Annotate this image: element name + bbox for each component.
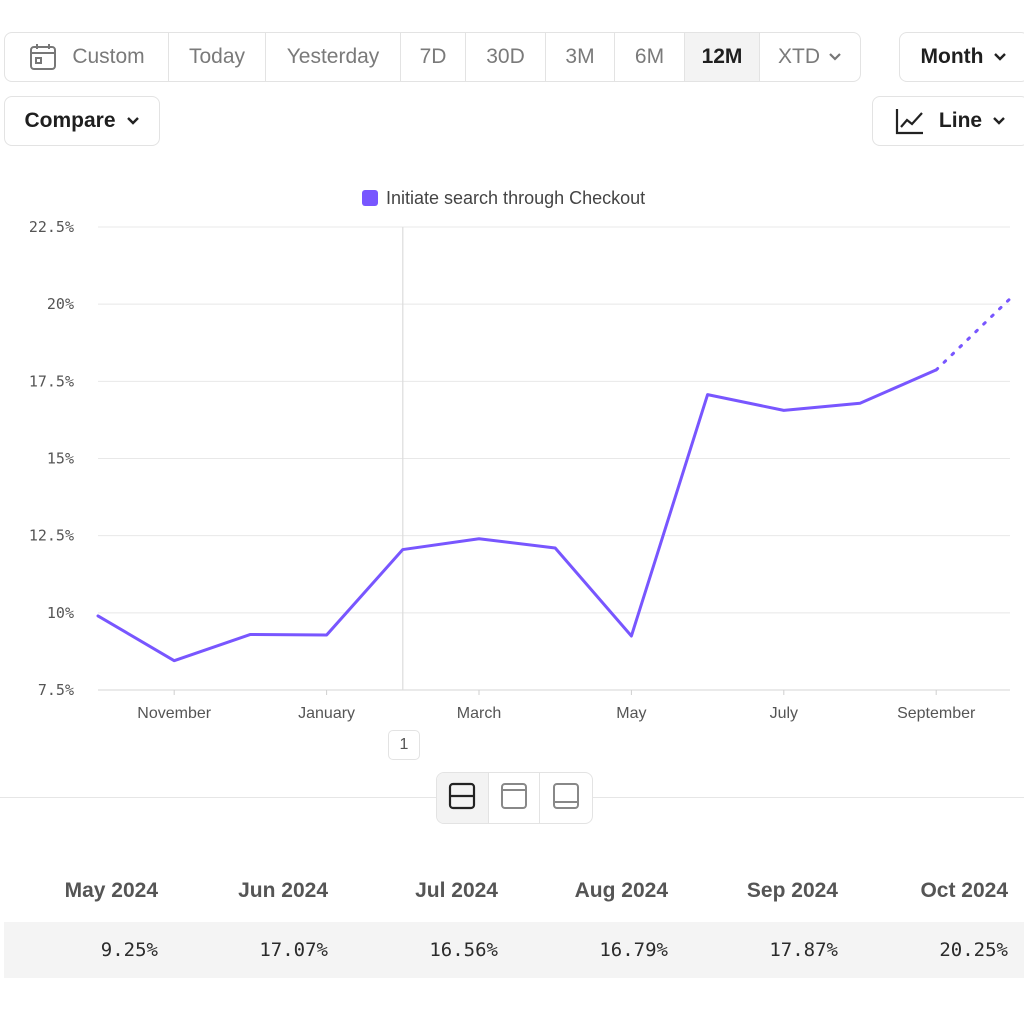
- chevron-down-icon: [828, 52, 842, 62]
- calendar-icon: [28, 42, 58, 72]
- table-row: 9.25% 17.07% 16.56% 16.79% 17.87% 20.25%: [4, 922, 1024, 978]
- x-tick-label: March: [457, 705, 501, 722]
- y-tick-label: 10%: [47, 604, 74, 622]
- data-point: [552, 545, 558, 551]
- x-tick-label: May: [616, 705, 646, 722]
- series-line: [96, 368, 938, 663]
- layout-top-icon: [500, 782, 528, 815]
- table-cell: 9.25%: [100, 939, 158, 961]
- chevron-down-icon: [126, 116, 140, 126]
- layout-table-only-button[interactable]: [540, 773, 592, 823]
- data-point: [95, 613, 101, 619]
- compare-dropdown[interactable]: Compare: [4, 96, 160, 146]
- range-7d-button[interactable]: 7D: [401, 33, 466, 81]
- annotation-marker[interactable]: 1: [388, 730, 420, 760]
- column-header[interactable]: May 2024: [64, 879, 158, 902]
- chart-type-dropdown[interactable]: Line: [872, 96, 1024, 146]
- data-point: [400, 547, 406, 553]
- range-6m-button[interactable]: 6M: [615, 33, 685, 81]
- data-point: [705, 392, 711, 398]
- layout-split-button[interactable]: [437, 773, 489, 823]
- y-tick-label: 12.5%: [29, 527, 74, 545]
- range-yesterday-button[interactable]: Yesterday: [266, 33, 401, 81]
- table-header: May 2024 Jun 2024 Jul 2024 Aug 2024 Sep …: [4, 860, 1024, 922]
- legend-label: Initiate search through Checkout: [386, 188, 645, 208]
- custom-range-label: Custom: [72, 45, 145, 68]
- table-cell: 20.25%: [939, 939, 1008, 961]
- data-point: [857, 400, 863, 406]
- data-point: [628, 633, 634, 639]
- chevron-down-icon: [993, 52, 1007, 62]
- range-30d-button[interactable]: 30D: [466, 33, 546, 81]
- range-12m-button[interactable]: 12M: [685, 33, 760, 81]
- data-point: [933, 367, 939, 373]
- y-tick-label: 17.5%: [29, 372, 74, 390]
- data-point: [247, 631, 253, 637]
- x-tick-label: July: [770, 705, 798, 722]
- range-3m-button[interactable]: 3M: [546, 33, 615, 81]
- chart-type-label: Line: [938, 109, 983, 132]
- y-tick-label: 22.5%: [29, 218, 74, 236]
- data-point: [476, 536, 482, 542]
- chevron-down-icon: [992, 116, 1006, 126]
- data-point: [1009, 293, 1015, 299]
- range-today-button[interactable]: Today: [169, 33, 266, 81]
- layout-bottom-icon: [552, 782, 580, 815]
- layout-chart-only-button[interactable]: [489, 773, 541, 823]
- column-header[interactable]: Jun 2024: [238, 879, 328, 902]
- x-tick-label: September: [897, 705, 976, 722]
- data-point: [324, 632, 330, 638]
- legend[interactable]: Initiate search through Checkout: [362, 188, 645, 208]
- data-point: [171, 658, 177, 664]
- layout-toggle: [436, 772, 593, 824]
- compare-label: Compare: [24, 109, 116, 132]
- x-tick-label: January: [298, 705, 355, 722]
- column-header[interactable]: Sep 2024: [746, 879, 838, 902]
- y-tick-label: 15%: [47, 450, 74, 468]
- interval-dropdown[interactable]: Month: [899, 32, 1024, 82]
- column-header[interactable]: Oct 2024: [920, 879, 1008, 902]
- xtd-label: XTD: [778, 45, 820, 68]
- y-tick-label: 20%: [47, 295, 74, 313]
- legend-swatch: [362, 190, 378, 206]
- xtd-dropdown[interactable]: XTD: [760, 33, 860, 81]
- table-cell: 17.07%: [259, 939, 328, 961]
- table-cell: 17.87%: [769, 939, 838, 961]
- column-header[interactable]: Jul 2024: [415, 879, 498, 902]
- layout-split-icon: [448, 782, 476, 815]
- custom-range-button[interactable]: Custom: [5, 33, 169, 81]
- series-line-partial: [934, 294, 1014, 372]
- column-header[interactable]: Aug 2024: [574, 879, 668, 902]
- line-chart: 7.5% 10% 12.5% 15% 17.5% 20% 22.5% November Janu…: [29, 188, 1015, 722]
- y-tick-label: 7.5%: [38, 681, 74, 699]
- line-chart-icon: [895, 107, 925, 135]
- data-table: May 2024 Jun 2024 Jul 2024 Aug 2024 Sep …: [4, 860, 1024, 978]
- table-cell: 16.79%: [599, 939, 668, 961]
- x-tick-label: November: [137, 705, 211, 722]
- date-range-selector: Custom Today Yesterday 7D 30D 3M 6M 12M …: [4, 32, 861, 82]
- data-point: [781, 407, 787, 413]
- table-cell: 16.56%: [429, 939, 498, 961]
- interval-label: Month: [920, 45, 984, 68]
